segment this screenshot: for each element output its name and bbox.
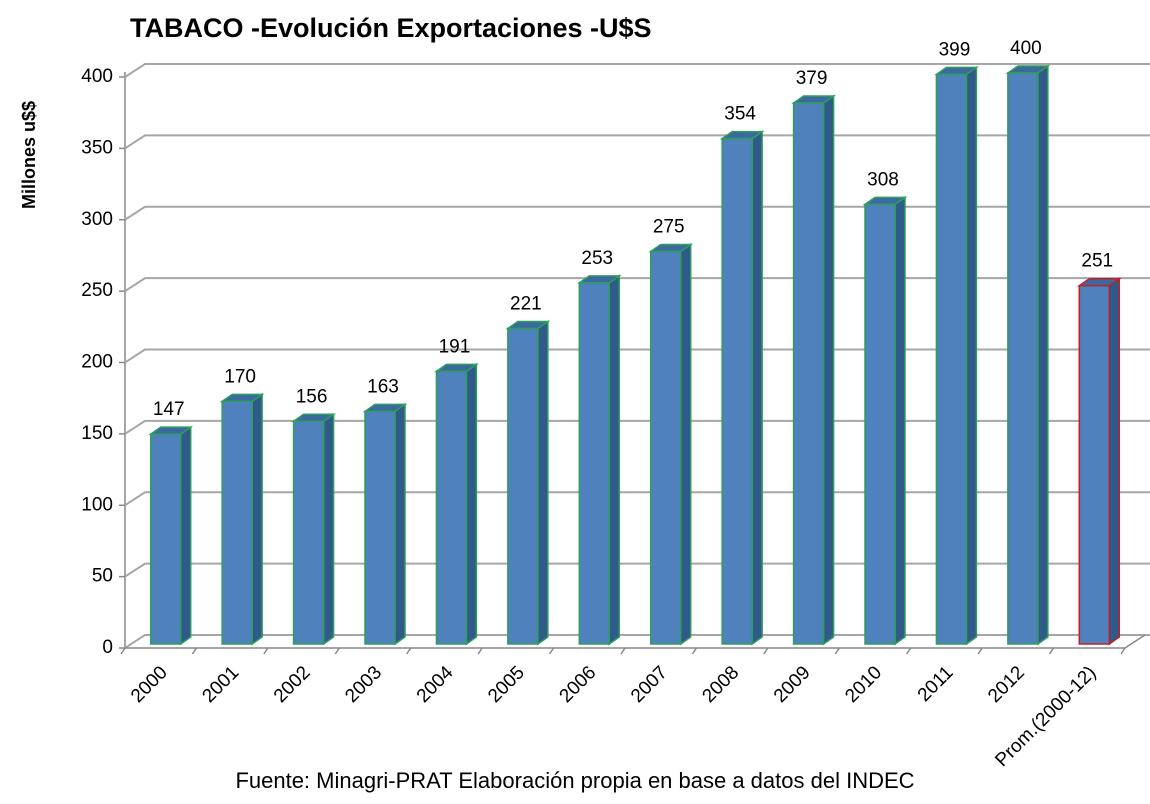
value-label: 400 xyxy=(1010,38,1042,59)
grid-line xyxy=(124,562,1150,578)
x-tick-label: 2005 xyxy=(484,662,529,707)
x-tick-label: 2010 xyxy=(841,662,886,707)
x-tick xyxy=(691,647,698,655)
bar xyxy=(364,410,396,645)
y-tick-label: 0 xyxy=(102,637,113,658)
grid-line xyxy=(124,134,1150,150)
value-label: 275 xyxy=(653,216,685,237)
x-tick-label: 2008 xyxy=(698,662,743,707)
bar-side xyxy=(965,65,978,646)
x-tick-label: 2000 xyxy=(127,662,172,707)
floor-edge xyxy=(125,634,1146,649)
bar-side xyxy=(894,195,906,646)
value-label: 163 xyxy=(367,376,399,397)
x-tick-label: 2006 xyxy=(556,662,601,707)
bar xyxy=(1078,284,1111,645)
bar xyxy=(649,250,682,645)
y-tick-label: 400 xyxy=(81,66,113,87)
bar xyxy=(864,203,896,645)
y-tick-label: 300 xyxy=(81,209,113,230)
bar-side xyxy=(608,274,621,646)
value-label: 379 xyxy=(796,68,828,89)
x-tick xyxy=(1048,647,1055,655)
x-tick xyxy=(191,647,198,655)
bar xyxy=(792,102,825,645)
x-tick xyxy=(263,647,269,655)
x-tick xyxy=(763,647,769,655)
x-tick xyxy=(334,647,340,655)
bar-side xyxy=(322,412,335,646)
x-tick-label: 2003 xyxy=(341,662,386,707)
bar-side xyxy=(1037,64,1049,646)
grid-line xyxy=(124,348,1150,364)
bar xyxy=(292,420,325,645)
grid-line xyxy=(124,634,1150,649)
source-note: Fuente: Minagri-PRAT Elaboración propia … xyxy=(235,768,914,793)
value-label: 253 xyxy=(581,248,613,269)
value-label: 221 xyxy=(510,294,542,315)
grid-line xyxy=(124,63,1150,78)
value-label: 251 xyxy=(1081,251,1113,272)
value-label: 308 xyxy=(867,169,899,190)
x-tick xyxy=(1120,647,1126,655)
bar xyxy=(1007,72,1039,645)
value-label: 156 xyxy=(296,386,328,407)
bar xyxy=(507,327,539,645)
y-tick-label: 100 xyxy=(81,494,113,515)
bar-side xyxy=(537,320,549,646)
value-label: 354 xyxy=(724,104,756,125)
bar-side xyxy=(751,130,763,646)
x-tick xyxy=(620,647,626,655)
bar-side xyxy=(822,94,835,646)
bar xyxy=(578,282,611,645)
bar xyxy=(435,370,468,645)
x-tick-label: 2009 xyxy=(770,662,815,707)
bar xyxy=(935,73,968,645)
value-label: 399 xyxy=(939,39,971,60)
y-axis-label: Millones u$$ xyxy=(19,101,39,209)
chart-title: TABACO -Evolución Exportaciones -U$S xyxy=(130,13,652,43)
bar-side xyxy=(465,362,478,646)
value-label: 191 xyxy=(439,336,471,357)
grid-line xyxy=(124,205,1150,221)
y-tick-label: 200 xyxy=(81,352,113,373)
value-label: 147 xyxy=(153,399,185,420)
x-tick xyxy=(977,647,983,655)
bar-side xyxy=(251,392,263,646)
x-tick xyxy=(477,647,483,655)
bar xyxy=(149,433,182,645)
bar-side xyxy=(394,402,406,646)
y-tick-label: 150 xyxy=(81,423,113,444)
x-tick-label: 2012 xyxy=(984,662,1029,707)
x-tick-label: 2011 xyxy=(914,662,958,706)
grid-line xyxy=(124,491,1150,507)
x-tick-label: 2002 xyxy=(270,662,315,707)
x-tick xyxy=(906,647,912,655)
bar xyxy=(721,137,753,645)
x-tick-label: 2007 xyxy=(627,662,672,707)
bar xyxy=(221,400,253,645)
x-tick xyxy=(834,647,840,655)
x-tick-label: 2001 xyxy=(198,662,243,707)
bar-side xyxy=(679,242,692,646)
grid-line xyxy=(124,419,1150,435)
y-tick-label: 250 xyxy=(81,280,113,301)
y-tick-label: 50 xyxy=(92,566,113,587)
bar-side xyxy=(1108,277,1121,646)
x-tick xyxy=(406,647,412,655)
x-tick xyxy=(120,647,126,655)
bar-side xyxy=(179,425,192,646)
value-label: 170 xyxy=(224,366,256,387)
grid-line xyxy=(124,277,1150,292)
x-tick-label: 2004 xyxy=(413,662,458,707)
y-tick-label: 350 xyxy=(81,137,113,158)
x-tick xyxy=(548,647,555,655)
